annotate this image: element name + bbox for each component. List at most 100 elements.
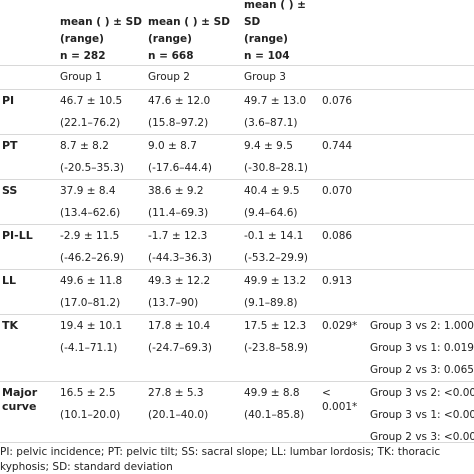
cell xyxy=(320,64,368,89)
value-text: (40.1–85.8) xyxy=(244,408,305,421)
value-cell: 19.4 ± 10.1 (-4.1–71.1) xyxy=(58,313,146,381)
value-text: (17.0–81.2) xyxy=(60,296,121,309)
value-text: 49.3 ± 12.2 xyxy=(148,274,211,287)
value-text: 17.8 ± 10.4 xyxy=(148,319,211,332)
data-row: TK 19.4 ± 10.1 (-4.1–71.1) 17.8 ± 10.4 (-24.… xyxy=(0,313,474,381)
comparisons: Group 3 vs 2: <0.001* Group 3 vs 1: <0.00… xyxy=(368,380,474,448)
cell xyxy=(368,64,474,89)
data-row: PT 8.7 ± 8.2 (-20.5–35.3) 9.0 ± 8.7 (-17.6–4… xyxy=(0,133,474,179)
comparison: Group 3 vs 2: <0.001* xyxy=(370,386,474,399)
group-cell: Group 2 xyxy=(146,64,242,89)
p-value: 0.913 xyxy=(320,268,368,314)
header-text: (range) xyxy=(148,32,192,45)
cell xyxy=(0,64,58,89)
comparison: Group 3 vs 1: <0.001* xyxy=(370,408,474,421)
cell xyxy=(0,0,58,65)
table: mean ( ) ± SD (range) n = 282 mean ( ) ± SD… xyxy=(0,0,474,448)
value-text: (20.1–40.0) xyxy=(148,408,209,421)
value-cell: 49.3 ± 12.2 (13.7–90) xyxy=(146,268,242,314)
value-text: 19.4 ± 10.1 xyxy=(60,319,123,332)
group-row: Group 1 Group 2 Group 3 xyxy=(0,64,474,89)
value-text: (-20.5–35.3) xyxy=(60,161,124,174)
value-text: 27.8 ± 5.3 xyxy=(148,386,204,399)
value-text: (-53.2–29.9) xyxy=(244,251,308,264)
value-cell: 9.0 ± 8.7 (-17.6–44.4) xyxy=(146,133,242,179)
comparisons xyxy=(368,133,474,179)
group-label: Group 1 xyxy=(60,70,102,83)
header-text: n = 668 xyxy=(148,49,194,62)
header-cell: mean ( ) ± SD (range) n = 104 xyxy=(242,0,320,65)
row-label: SS xyxy=(0,178,58,224)
value-text: -1.7 ± 12.3 xyxy=(148,229,208,242)
value-text: -2.9 ± 11.5 xyxy=(60,229,120,242)
value-text: 17.5 ± 12.3 xyxy=(244,319,307,332)
value-cell: 38.6 ± 9.2 (11.4–69.3) xyxy=(146,178,242,224)
group-label: Group 3 xyxy=(244,70,286,83)
value-cell: 49.9 ± 8.8 (40.1–85.8) xyxy=(242,380,320,448)
data-row: SS 37.9 ± 8.4 (13.4–62.6) 38.6 ± 9.2 (11.4–6… xyxy=(0,178,474,224)
value-text: 49.9 ± 13.2 xyxy=(244,274,307,287)
row-label: TK xyxy=(0,313,58,381)
value-text: (22.1–76.2) xyxy=(60,116,121,129)
cell xyxy=(320,0,368,65)
header-text: (range) xyxy=(244,32,288,45)
comparisons xyxy=(368,268,474,314)
data-row: Major curve 16.5 ± 2.5 (10.1–20.0) 27.8 ± 5… xyxy=(0,380,474,448)
p-value: 0.076 xyxy=(320,88,368,134)
value-cell: -0.1 ± 14.1 (-53.2–29.9) xyxy=(242,223,320,269)
group-label: Group 2 xyxy=(148,70,190,83)
value-cell: 37.9 ± 8.4 (13.4–62.6) xyxy=(58,178,146,224)
value-text: (13.7–90) xyxy=(148,296,199,309)
value-text: (-44.3–36.3) xyxy=(148,251,212,264)
value-cell: 9.4 ± 9.5 (-30.8–28.1) xyxy=(242,133,320,179)
comparison: Group 2 vs 3: 0.065 xyxy=(370,363,474,376)
value-text: (-46.2–26.9) xyxy=(60,251,124,264)
value-text: 37.9 ± 8.4 xyxy=(60,184,116,197)
value-cell: -1.7 ± 12.3 (-44.3–36.3) xyxy=(146,223,242,269)
value-text: 9.0 ± 8.7 xyxy=(148,139,197,152)
value-text: 9.4 ± 9.5 xyxy=(244,139,293,152)
comparisons: Group 3 vs 2: 1.000 Group 3 vs 1: 0.019* G… xyxy=(368,313,474,381)
value-cell: 8.7 ± 8.2 (-20.5–35.3) xyxy=(58,133,146,179)
header-text: mean ( ) ± SD xyxy=(60,15,142,28)
header-text: (range) xyxy=(60,32,104,45)
comparisons xyxy=(368,88,474,134)
row-label: PI-LL xyxy=(0,223,58,269)
value-cell: 16.5 ± 2.5 (10.1–20.0) xyxy=(58,380,146,448)
value-text: 16.5 ± 2.5 xyxy=(60,386,116,399)
value-text: (9.4–64.6) xyxy=(244,206,298,219)
value-cell: -2.9 ± 11.5 (-46.2–26.9) xyxy=(58,223,146,269)
value-text: (11.4–69.3) xyxy=(148,206,209,219)
value-text: (13.4–62.6) xyxy=(60,206,121,219)
value-text: 8.7 ± 8.2 xyxy=(60,139,109,152)
comparison: Group 3 vs 1: 0.019* xyxy=(370,341,474,354)
value-text: (15.8–97.2) xyxy=(148,116,209,129)
header-text: mean ( ) ± SD xyxy=(148,15,230,28)
header-text: mean ( ) ± xyxy=(244,0,306,11)
value-cell: 49.7 ± 13.0 (3.6–87.1) xyxy=(242,88,320,134)
header-cell: mean ( ) ± SD (range) n = 282 xyxy=(58,0,146,65)
group-cell: Group 3 xyxy=(242,64,320,89)
cell xyxy=(368,0,474,65)
value-text: -0.1 ± 14.1 xyxy=(244,229,304,242)
value-text: 46.7 ± 10.5 xyxy=(60,94,123,107)
p-value: 0.744 xyxy=(320,133,368,179)
header-cell: mean ( ) ± SD (range) n = 668 xyxy=(146,0,242,65)
row-label: LL xyxy=(0,268,58,314)
value-text: 49.7 ± 13.0 xyxy=(244,94,307,107)
comparisons xyxy=(368,223,474,269)
value-text: (10.1–20.0) xyxy=(60,408,121,421)
value-text: 38.6 ± 9.2 xyxy=(148,184,204,197)
value-cell: 46.7 ± 10.5 (22.1–76.2) xyxy=(58,88,146,134)
row-label: PT xyxy=(0,133,58,179)
p-value: 0.029* xyxy=(320,313,368,381)
row-label: Major curve xyxy=(0,380,58,448)
value-text: 47.6 ± 12.0 xyxy=(148,94,211,107)
comparison: Group 2 vs 3: <0.001* xyxy=(370,430,474,443)
value-text: 49.9 ± 8.8 xyxy=(244,386,300,399)
header-text: n = 282 xyxy=(60,49,106,62)
value-cell: 47.6 ± 12.0 (15.8–97.2) xyxy=(146,88,242,134)
value-text: (9.1–89.8) xyxy=(244,296,298,309)
value-text: (-23.8–58.9) xyxy=(244,341,308,354)
